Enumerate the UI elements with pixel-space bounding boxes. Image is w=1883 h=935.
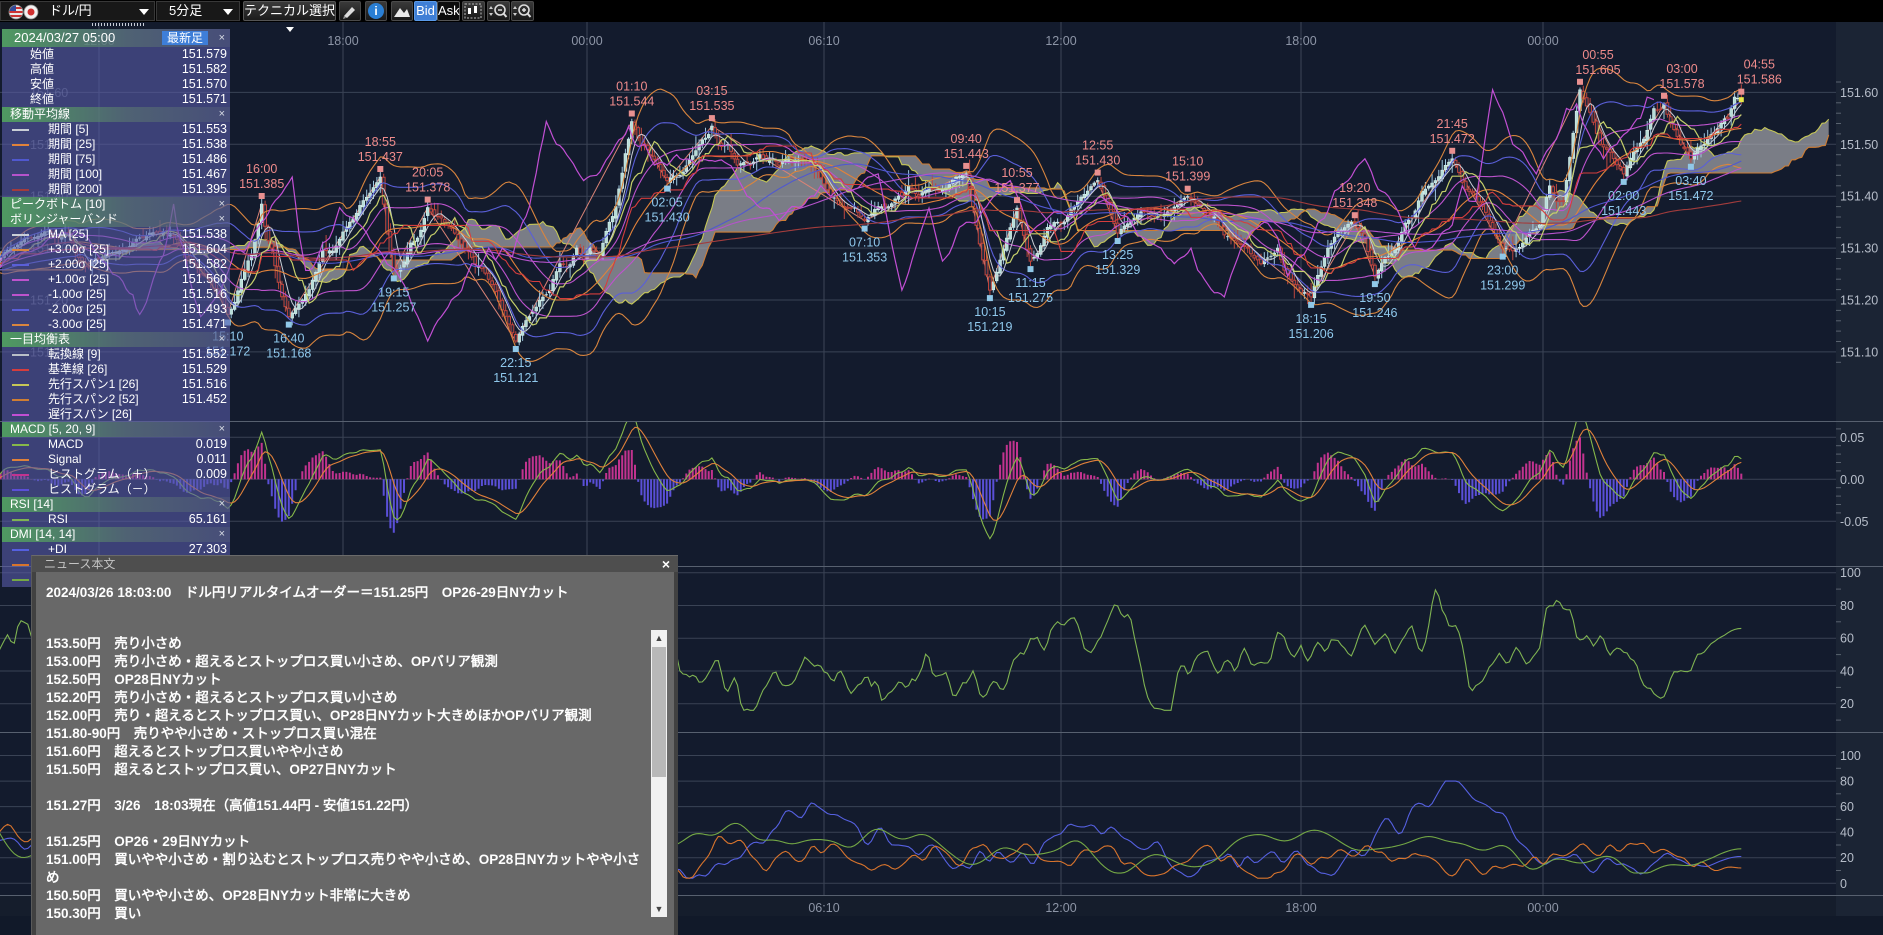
svg-text:18:00: 18:00: [1285, 901, 1316, 915]
svg-text:0: 0: [1840, 877, 1847, 891]
svg-text:151.168: 151.168: [266, 347, 311, 361]
svg-text:16:00: 16:00: [246, 162, 277, 176]
svg-text:10:55: 10:55: [1001, 166, 1032, 180]
svg-text:60: 60: [1840, 632, 1854, 646]
svg-text:12:55: 12:55: [1082, 139, 1113, 153]
svg-text:151.60: 151.60: [1840, 86, 1878, 100]
svg-text:151.472: 151.472: [1668, 189, 1713, 203]
svg-text:23:00: 23:00: [1487, 264, 1518, 278]
svg-text:151.385: 151.385: [239, 177, 284, 191]
svg-text:00:55: 00:55: [1582, 48, 1613, 62]
svg-text:151.30: 151.30: [1840, 242, 1878, 256]
svg-text:04:55: 04:55: [1744, 58, 1775, 72]
svg-text:03:00: 03:00: [1666, 62, 1697, 76]
svg-text:01:10: 01:10: [616, 80, 647, 94]
svg-text:11:15: 11:15: [1015, 276, 1045, 290]
svg-text:20: 20: [1840, 697, 1854, 711]
svg-text:151.121: 151.121: [493, 371, 538, 385]
svg-text:40: 40: [1840, 826, 1854, 840]
svg-text:13:25: 13:25: [1102, 248, 1133, 262]
svg-text:151.472: 151.472: [1430, 132, 1475, 146]
svg-text:100: 100: [1840, 566, 1861, 580]
svg-text:40: 40: [1840, 665, 1854, 679]
svg-text:-0.05: -0.05: [1840, 515, 1869, 529]
svg-text:151.50: 151.50: [1840, 138, 1878, 152]
svg-text:i: i: [374, 4, 377, 18]
svg-text:151.348: 151.348: [1332, 196, 1377, 210]
svg-text:10:15: 10:15: [974, 305, 1005, 319]
svg-text:151.399: 151.399: [1165, 170, 1210, 184]
svg-text:151.578: 151.578: [1659, 77, 1704, 91]
svg-text:151.206: 151.206: [1289, 327, 1334, 341]
svg-text:60: 60: [1840, 800, 1854, 814]
svg-text:80: 80: [1840, 775, 1854, 789]
svg-text:151.443: 151.443: [944, 147, 989, 161]
svg-text:151.378: 151.378: [405, 181, 450, 195]
svg-text:02:00: 02:00: [1608, 189, 1639, 203]
svg-text:151.430: 151.430: [1075, 154, 1120, 168]
svg-text:151.275: 151.275: [1008, 291, 1053, 305]
svg-text:151.329: 151.329: [1095, 263, 1140, 277]
svg-text:02:05: 02:05: [651, 196, 682, 210]
svg-text:03:40: 03:40: [1675, 174, 1706, 188]
svg-text:00:00: 00:00: [571, 34, 602, 48]
svg-text:20: 20: [1840, 851, 1854, 865]
svg-text:100: 100: [1840, 749, 1861, 763]
svg-text:18:00: 18:00: [1285, 34, 1316, 48]
svg-text:151.437: 151.437: [358, 150, 403, 164]
svg-text:0.05: 0.05: [1840, 431, 1864, 445]
svg-text:151.219: 151.219: [967, 320, 1012, 334]
svg-text:00:00: 00:00: [1527, 901, 1558, 915]
svg-text:80: 80: [1840, 599, 1854, 613]
svg-text:16:40: 16:40: [273, 332, 304, 346]
svg-text:06:10: 06:10: [808, 34, 839, 48]
svg-text:151.586: 151.586: [1737, 73, 1782, 87]
svg-text:151.299: 151.299: [1480, 279, 1525, 293]
svg-text:0.00: 0.00: [1840, 473, 1864, 487]
svg-text:151.257: 151.257: [371, 300, 416, 314]
svg-text:07:10: 07:10: [849, 236, 880, 250]
svg-text:12:00: 12:00: [1045, 34, 1076, 48]
svg-text:19:15: 19:15: [378, 285, 409, 299]
svg-text:151.544: 151.544: [609, 95, 654, 109]
svg-text:151.10: 151.10: [1840, 345, 1878, 359]
svg-text:19:50: 19:50: [1359, 291, 1390, 305]
svg-text:19:20: 19:20: [1339, 181, 1370, 195]
svg-text:151.605: 151.605: [1575, 63, 1620, 77]
svg-text:22:15: 22:15: [500, 356, 531, 370]
svg-text:00:00: 00:00: [1527, 34, 1558, 48]
svg-text:151.20: 151.20: [1840, 294, 1878, 308]
svg-text:20:05: 20:05: [412, 166, 443, 180]
svg-text:09:40: 09:40: [951, 132, 982, 146]
svg-text:151.377: 151.377: [994, 181, 1039, 195]
svg-text:18:00: 18:00: [327, 34, 358, 48]
svg-text:12:00: 12:00: [1045, 901, 1076, 915]
svg-text:06:10: 06:10: [808, 901, 839, 915]
svg-text:151.535: 151.535: [689, 99, 734, 113]
svg-text:151.443: 151.443: [1601, 204, 1646, 218]
svg-text:15:10: 15:10: [1172, 155, 1203, 169]
svg-text:03:15: 03:15: [696, 84, 727, 98]
svg-text:21:45: 21:45: [1437, 117, 1468, 131]
svg-text:18:15: 18:15: [1295, 312, 1326, 326]
svg-text:151.353: 151.353: [842, 251, 887, 265]
svg-text:18:55: 18:55: [365, 135, 396, 149]
svg-text:151.40: 151.40: [1840, 190, 1878, 204]
svg-text:151.246: 151.246: [1352, 306, 1397, 320]
svg-text:151.430: 151.430: [645, 211, 690, 225]
